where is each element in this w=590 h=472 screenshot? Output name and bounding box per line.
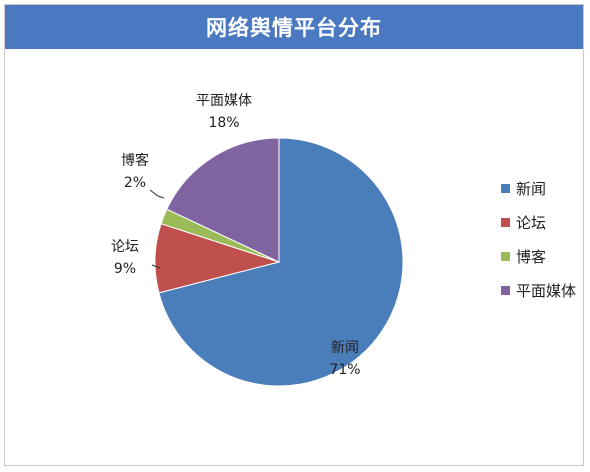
legend-item-news: 新闻: [501, 171, 576, 205]
pie-slice-news: [158, 137, 404, 387]
legend-swatch-news: [501, 183, 510, 193]
legend-item-blog: 博客: [501, 239, 576, 273]
slice-label-name-forum: 论坛: [111, 239, 139, 255]
legend-label-print-media: 平面媒体: [516, 281, 577, 300]
slice-label-value-print-media: 18%: [208, 115, 239, 131]
slice-label-name-blog: 博客: [121, 152, 149, 169]
leader-line-forum: [151, 264, 161, 269]
chart-frame: 网络舆情平台分布 新闻 论坛 博客 平面媒体: [4, 4, 584, 466]
legend-item-forum: 论坛: [501, 205, 576, 239]
chart-title: 网络舆情平台分布: [206, 16, 382, 40]
legend-item-print-media: 平面媒体: [501, 273, 576, 307]
slice-label-value-forum: 9%: [114, 261, 136, 277]
legend-label-news: 新闻: [516, 179, 547, 198]
legend-swatch-blog: [501, 251, 510, 261]
legend: 新闻 论坛 博客 平面媒体: [501, 171, 576, 307]
legend-swatch-forum: [501, 217, 510, 227]
legend-label-forum: 论坛: [516, 213, 547, 232]
title-bar: 网络舆情平台分布: [5, 5, 583, 49]
slice-label-name-news: 新闻: [331, 340, 359, 356]
slice-label-value-blog: 2%: [124, 175, 146, 191]
legend-label-blog: 博客: [516, 247, 547, 266]
leader-line-blog: [149, 189, 165, 199]
slice-label-name-print-media: 平面媒体: [196, 93, 252, 109]
legend-swatch-print-media: [501, 285, 510, 295]
pie-slice-print-media: [166, 137, 280, 263]
slice-label-value-news: 71%: [329, 362, 360, 378]
